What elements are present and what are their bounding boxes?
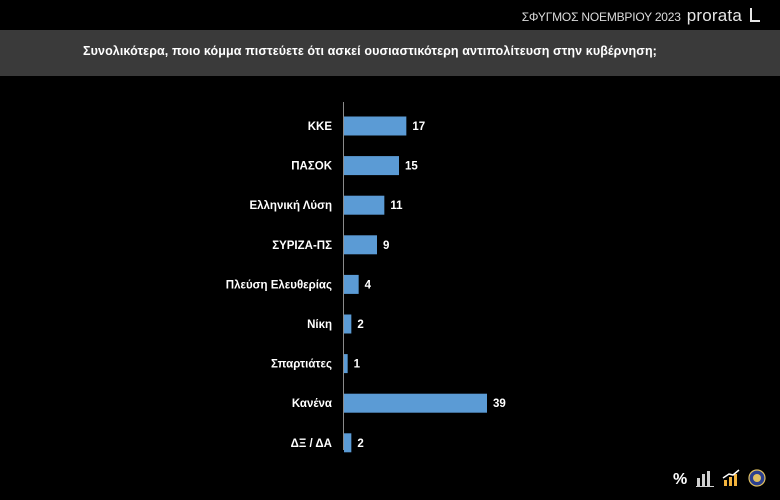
- value-label: 11: [390, 200, 403, 212]
- category-label: ΔΞ / ΔΑ: [291, 438, 332, 450]
- bar-chart: ΚΚΕ 17 ΠΑΣΟΚ 15 Ελληνική Λύση 11 ΣΥΡΙΖΑ-ΠΣ 9 Πλε…: [226, 102, 506, 453]
- bar: [344, 433, 352, 453]
- bar: [344, 235, 377, 255]
- bar: [344, 393, 487, 413]
- top-bar: ΣΦΥΓΜΟΣ ΝΟΕΜΒΡΙΟΥ 2023 prorata: [0, 0, 780, 28]
- bar-chart-icon: [696, 469, 714, 492]
- percent-icon: %: [672, 469, 688, 492]
- value-label: 2: [357, 319, 363, 331]
- category-label: ΠΑΣΟΚ: [291, 161, 332, 173]
- brand-logo: prorata: [686, 6, 742, 25]
- question-title: Συνολικότερα, ποιο κόμμα πιστεύετε ότι α…: [83, 44, 657, 58]
- bar: [344, 354, 348, 374]
- svg-text:%: %: [673, 471, 687, 487]
- growth-chart-icon: [722, 469, 740, 492]
- bar: [344, 314, 352, 334]
- brand-logo-icon: [750, 8, 760, 22]
- bar: [344, 156, 399, 176]
- bar: [344, 274, 359, 294]
- category-label: ΚΚΕ: [308, 121, 333, 133]
- value-label: 15: [405, 161, 418, 173]
- category-label: Πλεύση Ελευθερίας: [226, 279, 332, 291]
- survey-label: ΣΦΥΓΜΟΣ ΝΟΕΜΒΡΙΟΥ 2023: [521, 10, 681, 24]
- category-label: ΣΥΡΙΖΑ-ΠΣ: [272, 240, 332, 252]
- category-label: Σπαρτιάτες: [271, 359, 332, 371]
- bar: [344, 116, 407, 136]
- category-label: Ελληνική Λύση: [249, 200, 332, 212]
- value-label: 39: [493, 398, 506, 410]
- value-label: 17: [412, 121, 425, 133]
- value-label: 4: [365, 279, 372, 291]
- category-label: Κανένα: [292, 398, 332, 410]
- question-band: Συνολικότερα, ποιο κόμμα πιστεύετε ότι α…: [0, 30, 780, 76]
- bar: [344, 195, 385, 215]
- seal-icon: [748, 469, 766, 492]
- brand-header: ΣΦΥΓΜΟΣ ΝΟΕΜΒΡΙΟΥ 2023 prorata: [522, 6, 760, 26]
- value-label: 9: [383, 240, 389, 252]
- footer-icons: %: [672, 469, 766, 492]
- value-label: 1: [354, 359, 361, 371]
- category-label: Νίκη: [307, 319, 332, 331]
- value-label: 2: [357, 438, 363, 450]
